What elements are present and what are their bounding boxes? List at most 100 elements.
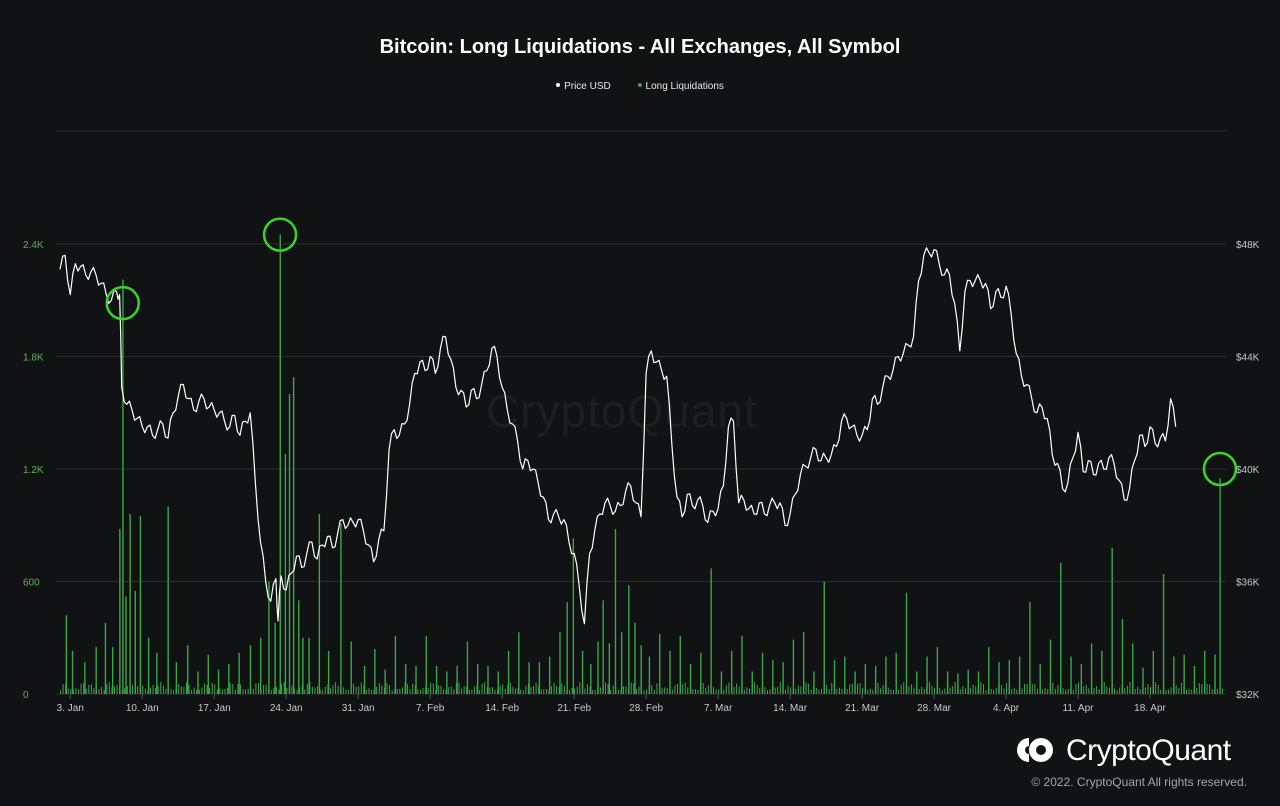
liquidation-bar <box>201 687 203 694</box>
liquidation-bar <box>106 684 108 694</box>
liquidation-bar <box>1139 689 1141 694</box>
liquidation-bar <box>142 685 144 694</box>
liquidation-bar <box>440 685 442 694</box>
liquidation-bar <box>941 690 943 694</box>
liquidation-bar <box>581 650 584 694</box>
liquidation-bar <box>1162 574 1165 694</box>
liquidation-bar <box>371 689 373 694</box>
liquidation-bar <box>728 682 730 694</box>
price-series <box>59 247 1177 625</box>
liquidation-bar <box>634 622 636 694</box>
liquidation-bar <box>1003 688 1005 694</box>
liquidation-bar <box>389 685 391 694</box>
y-right-tick-label: $36K <box>1236 578 1260 589</box>
liquidation-bar <box>479 690 481 694</box>
liquidation-bar <box>1204 650 1206 694</box>
liquidation-bar <box>384 669 386 694</box>
liquidation-bar <box>1129 681 1131 694</box>
liquidation-bar <box>229 683 231 694</box>
liquidation-bar <box>509 682 511 694</box>
liquidation-bar <box>65 683 67 694</box>
liquidation-bar <box>815 688 817 694</box>
liquidation-bar <box>1175 685 1177 694</box>
liquidation-bar <box>738 686 740 694</box>
liquidation-bar <box>823 581 825 694</box>
liquidation-bar <box>967 669 969 694</box>
y-left-tick-label: 2.4K <box>23 240 44 251</box>
liquidation-bar <box>628 585 630 694</box>
liquidation-bar <box>197 671 199 694</box>
liquidation-bar <box>386 683 388 694</box>
liquidation-bar <box>659 634 661 694</box>
liquidation-bar <box>844 656 846 694</box>
liquidation-bar <box>75 688 77 694</box>
liquidation-bar <box>633 683 635 694</box>
liquidation-bar <box>1147 684 1149 694</box>
liquidation-bar <box>538 662 541 694</box>
liquidation-bar <box>368 688 370 694</box>
liquidation-bar <box>281 683 283 694</box>
liquidation-bar <box>308 637 310 694</box>
liquidation-bar <box>340 523 342 694</box>
liquidation-bar <box>77 689 79 694</box>
liquidation-bar <box>808 683 810 694</box>
liquidation-bar <box>1031 683 1033 694</box>
liquidation-bar <box>561 683 563 694</box>
liquidation-bar <box>584 688 586 694</box>
liquidation-bar <box>203 683 205 694</box>
legend-item-price[interactable]: Price USD <box>556 81 611 92</box>
liquidation-bar <box>481 683 483 694</box>
liquidation-bar <box>970 688 972 694</box>
liquidation-bar <box>746 687 748 694</box>
liquidation-bar <box>70 689 72 694</box>
liquidation-bar <box>180 686 182 694</box>
liquidation-bar <box>188 684 190 694</box>
liquidation-bar <box>528 662 530 694</box>
liquidation-bar <box>882 685 884 694</box>
liquidation-bar <box>635 689 637 694</box>
liquidation-bar <box>1018 656 1021 694</box>
liquidation-bar <box>518 632 520 694</box>
liquidation-bar <box>1052 682 1054 694</box>
legend: Price USD Long Liquidations <box>0 81 1280 92</box>
x-tick-label: 21. Feb <box>557 703 591 714</box>
liquidation-bar <box>867 689 869 694</box>
liquidation-bar <box>1178 688 1180 694</box>
legend-item-liquidations[interactable]: Long Liquidations <box>637 81 724 92</box>
liquidation-bar <box>317 686 319 694</box>
liquidation-bar <box>196 689 198 694</box>
liquidation-bar <box>206 685 208 694</box>
liquidation-bar <box>275 686 277 694</box>
liquidation-bar <box>147 690 149 694</box>
liquidation-bar <box>579 682 581 694</box>
liquidation-bar <box>1039 664 1041 694</box>
liquidation-bar <box>314 687 316 694</box>
liquidation-bar <box>679 635 681 694</box>
liquidation-bar <box>355 686 357 694</box>
liquidation-bar <box>443 689 445 694</box>
liquidation-bar <box>551 686 553 694</box>
liquidation-bar <box>435 665 438 694</box>
liquidation-bar <box>104 622 107 694</box>
liquidation-bar <box>1214 654 1216 694</box>
liquidation-bar <box>530 687 532 694</box>
liquidation-bar <box>977 671 980 694</box>
liquidation-bar <box>219 688 221 694</box>
liquidation-bar <box>617 689 619 694</box>
liquidation-bar <box>669 650 671 694</box>
liquidation-bar <box>748 688 750 694</box>
liquidation-bar <box>610 690 612 694</box>
liquidation-bar <box>671 689 673 694</box>
liquidation-bar <box>1157 684 1159 694</box>
liquidation-bar <box>810 689 812 694</box>
liquidation-bar <box>302 637 304 694</box>
liquidation-bar <box>569 689 571 694</box>
chart-title: Bitcoin: Long Liquidations - All Exchang… <box>379 36 901 58</box>
liquidation-bar <box>676 683 678 694</box>
liquidation-bar <box>522 690 524 694</box>
liquidation-bar <box>759 688 761 694</box>
liquidation-bar <box>697 689 699 694</box>
x-tick-label: 14. Feb <box>485 703 519 714</box>
liquidation-bar <box>1209 684 1211 694</box>
